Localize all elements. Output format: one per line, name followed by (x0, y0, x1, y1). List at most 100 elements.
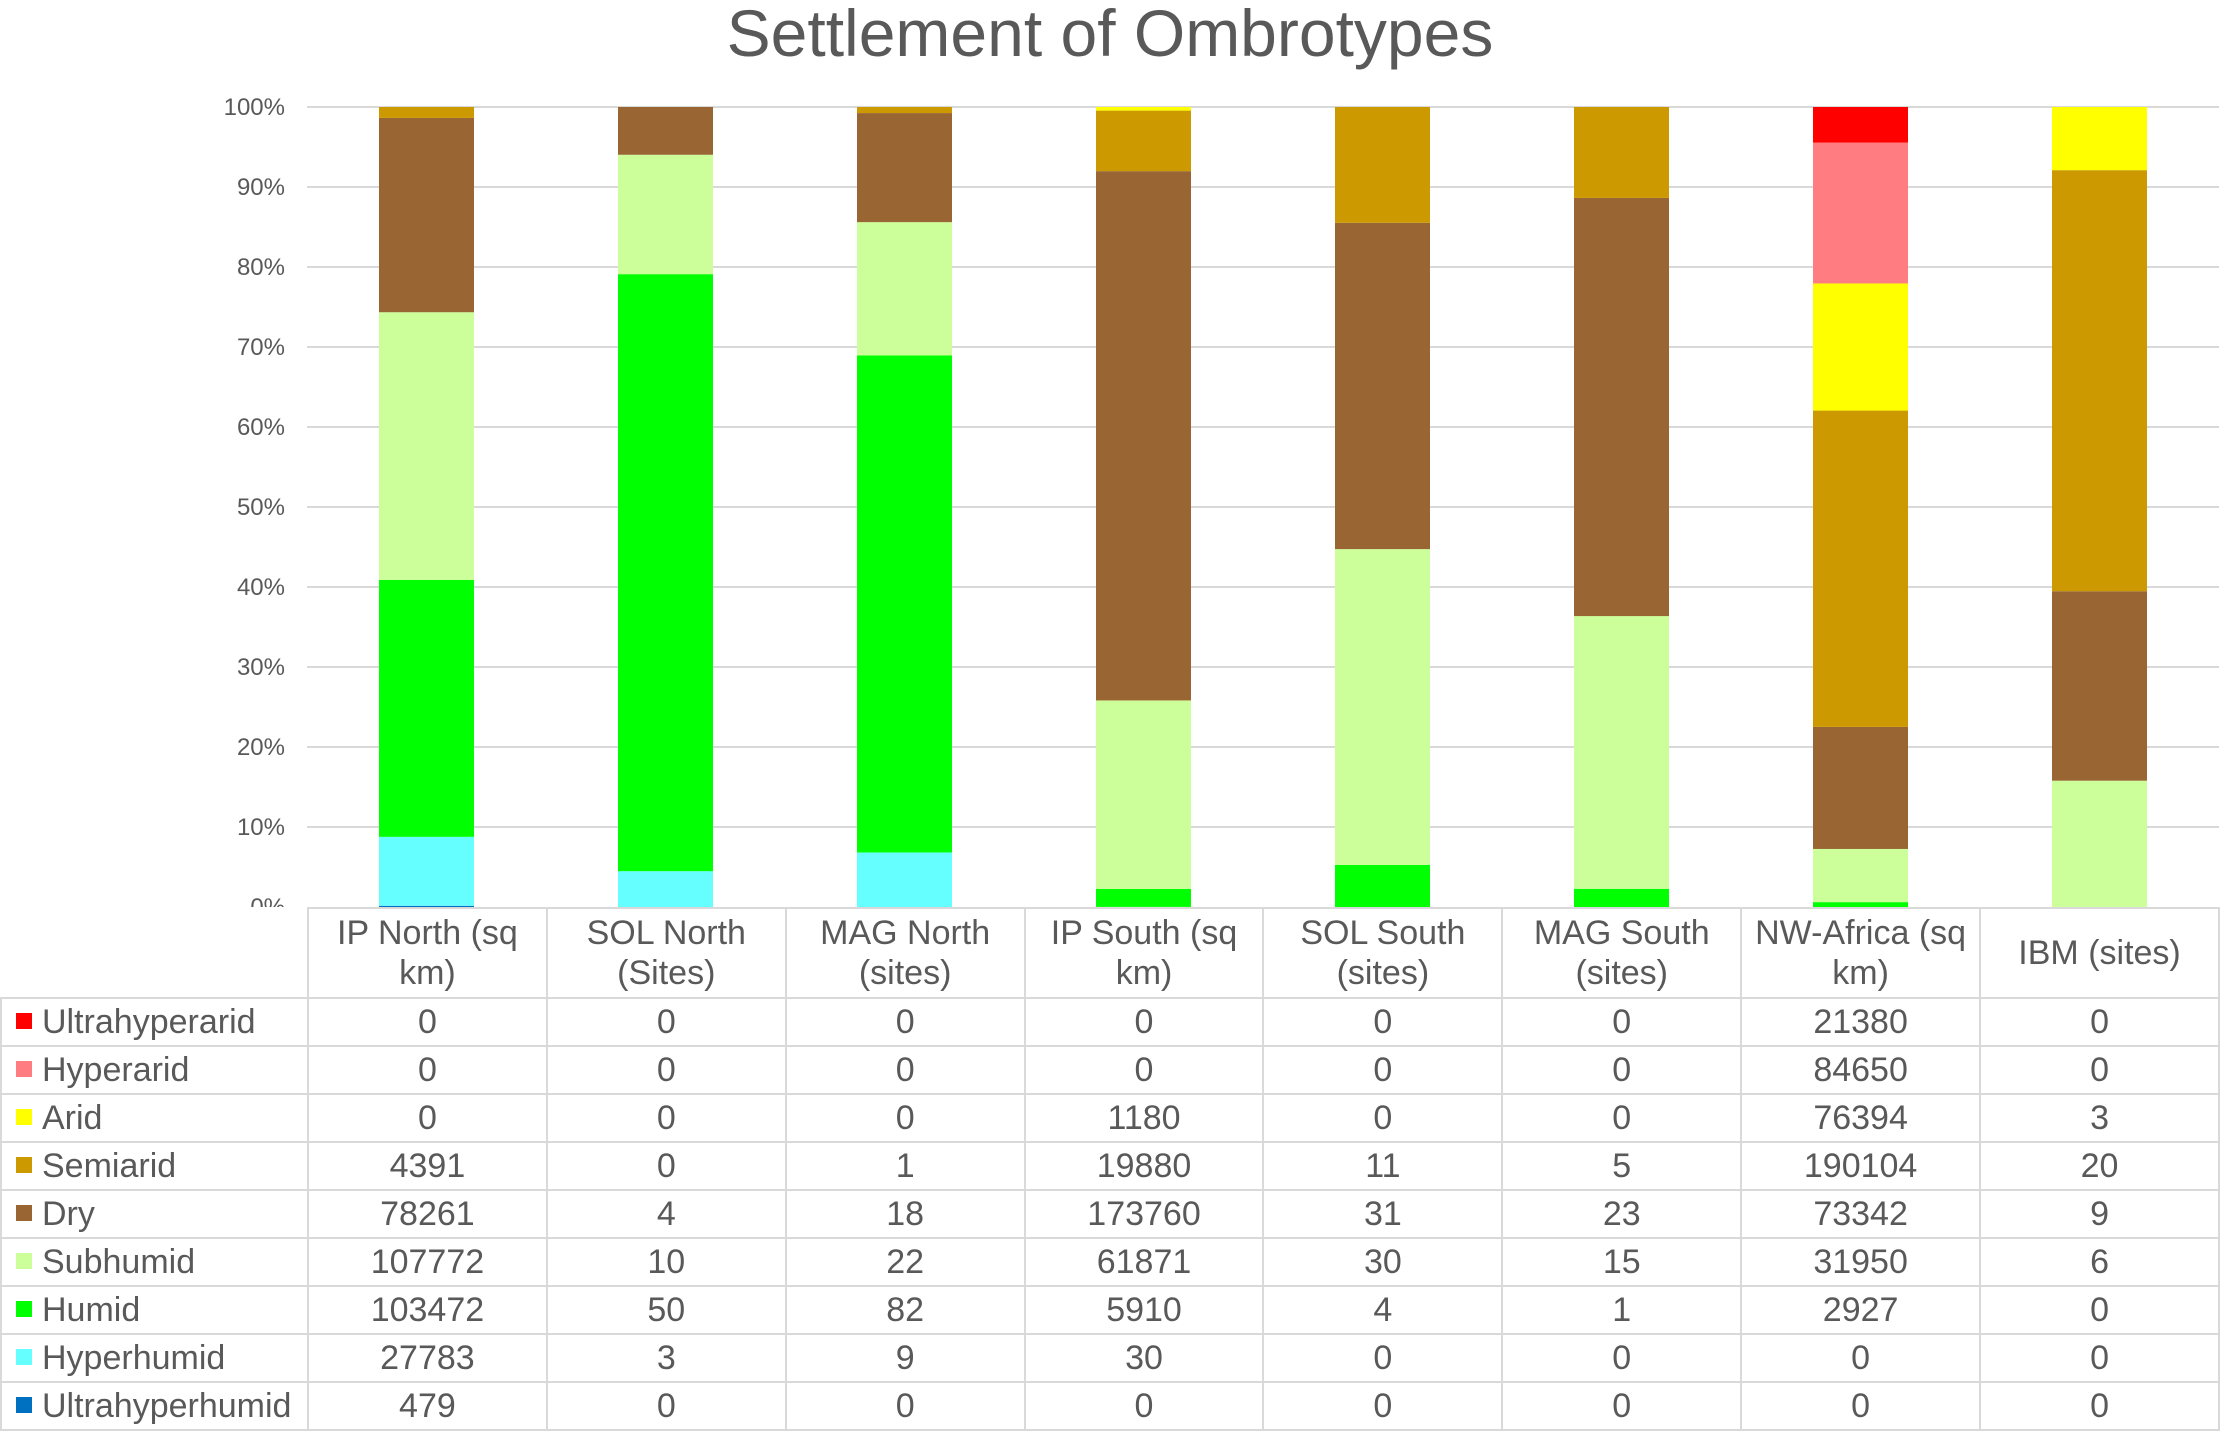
table-cell: 18 (784, 1189, 1026, 1239)
table-cell: 15 (1501, 1237, 1743, 1287)
legend-entry: Humid (0, 1285, 309, 1335)
table-cell: 6 (1979, 1237, 2220, 1287)
table-cell: 21380 (1740, 997, 1982, 1047)
table-cell: 0 (1501, 1333, 1743, 1383)
table-row: Semiarid 4391 0 1 19880 11 5 190104 20 (0, 1141, 2220, 1191)
legend-swatch (16, 1349, 32, 1366)
table-cell: 30 (1262, 1237, 1504, 1287)
table-cell: 190104 (1740, 1141, 1982, 1191)
bar-segment (1813, 410, 1908, 727)
y-tick-label: 40% (237, 574, 285, 601)
table-cell: 0 (1262, 1381, 1504, 1431)
series-name: Arid (42, 1099, 103, 1137)
category-label: IBM (sites) (1979, 907, 2220, 999)
category-label: IP South (sq km) (1023, 907, 1265, 999)
category-label: MAG North (sites) (784, 907, 1026, 999)
table-row: Dry 78261 4 18 173760 31 23 73342 9 (0, 1189, 2220, 1239)
bar-segment (1813, 848, 1908, 903)
table-cell: 0 (1740, 1381, 1982, 1431)
bar-stack (2052, 107, 2147, 907)
table-cell: 27783 (306, 1333, 548, 1383)
table-cell: 0 (306, 997, 548, 1047)
bar-segment (2052, 107, 2147, 171)
legend-entry: Hyperhumid (0, 1333, 309, 1383)
table-cell: 479 (306, 1381, 548, 1431)
table-cell: 5910 (1023, 1285, 1265, 1335)
table-row: Ultrahyperarid 0 0 0 0 0 0 21380 0 (0, 997, 2220, 1047)
category-label: IP North (sq km) (306, 907, 548, 999)
table-cell: 2927 (1740, 1285, 1982, 1335)
table-cell: 19880 (1023, 1141, 1265, 1191)
table-cell: 61871 (1023, 1237, 1265, 1287)
bar-stack (618, 107, 713, 907)
stacked-bar-chart: 0% 10% 20% 30% 40% 50% 60% 70% 80% 90% 100% (224, 94, 2219, 907)
table-cell: 1180 (1023, 1093, 1265, 1143)
y-tick-label: 70% (237, 334, 285, 361)
table-cell: 0 (306, 1045, 548, 1095)
category-label: SOL North (Sites) (545, 907, 787, 999)
bar-segment (1813, 142, 1908, 284)
table-cell: 0 (1262, 997, 1504, 1047)
table-cell: 107772 (306, 1237, 548, 1287)
bar-segment (857, 355, 952, 853)
bar-segment (1574, 197, 1669, 617)
table-cell: 103472 (306, 1285, 548, 1335)
bar-segment (1335, 864, 1430, 907)
y-tick-label: 80% (237, 254, 285, 281)
table-cell: 0 (1979, 1285, 2220, 1335)
table-cell: 78261 (306, 1189, 548, 1239)
bars (379, 107, 2147, 907)
table-cell: 1 (1501, 1285, 1743, 1335)
table-cell: 5 (1501, 1141, 1743, 1191)
legend-entry: Ultrahyperarid (0, 997, 309, 1047)
y-tick-label: 100% (224, 94, 285, 121)
bar-segment (379, 107, 474, 118)
table-row: Hyperhumid 27783 3 9 30 0 0 0 0 (0, 1333, 2220, 1383)
table-body: Ultrahyperarid 0 0 0 0 0 0 21380 0 Hyperarid 0 0 0 0 0… (0, 997, 2220, 1431)
legend-swatch (16, 1013, 32, 1030)
table-cell: 50 (545, 1285, 787, 1335)
bar-segment (618, 154, 713, 275)
bar-stack (379, 107, 474, 907)
series-name: Ultrahyperhumid (42, 1387, 292, 1425)
table-cell: 9 (784, 1333, 1026, 1383)
legend-entry: Subhumid (0, 1237, 309, 1287)
bar-segment (1335, 222, 1430, 550)
gridlines (307, 106, 2219, 828)
table-cell: 31 (1262, 1189, 1504, 1239)
bar-stack (1813, 107, 1908, 907)
table-cell: 0 (545, 997, 787, 1047)
bar-stack (857, 107, 952, 907)
series-name: Humid (42, 1291, 141, 1329)
table-cell: 11 (1262, 1141, 1504, 1191)
table-cell: 3 (545, 1333, 787, 1383)
table-cell: 23 (1501, 1189, 1743, 1239)
legend-swatch (16, 1061, 32, 1078)
table-cell: 0 (1501, 997, 1743, 1047)
bar-segment (379, 836, 474, 906)
bar-stack (1574, 107, 1669, 907)
y-tick-label: 50% (237, 494, 285, 521)
bar-segment (1574, 107, 1669, 198)
data-table: IP North (sq km) SOL North (Sites) MAG Nor… (0, 907, 2220, 1431)
table-header-row: IP North (sq km) SOL North (Sites) MAG Nor… (1, 907, 2220, 999)
bar-segment (1813, 726, 1908, 849)
category-label: NW-Africa (sq km) (1740, 907, 1982, 999)
legend-entry: Ultrahyperhumid (0, 1381, 309, 1431)
table-cell: 0 (545, 1093, 787, 1143)
table-cell: 0 (1023, 1045, 1265, 1095)
y-tick-label: 30% (237, 654, 285, 681)
table-cell: 10 (545, 1237, 787, 1287)
bar-segment (857, 852, 952, 907)
table-cell: 0 (1979, 1333, 2220, 1383)
table-corner (1, 908, 309, 999)
bar-segment (1096, 171, 1191, 701)
table-cell: 0 (784, 1381, 1026, 1431)
table-cell: 0 (784, 1093, 1026, 1143)
legend-swatch (16, 1253, 32, 1270)
legend-entry: Arid (0, 1093, 309, 1143)
bar-segment (1813, 283, 1908, 411)
table-cell: 76394 (1740, 1093, 1982, 1143)
legend-swatch (16, 1157, 32, 1174)
table-cell: 1 (784, 1141, 1026, 1191)
